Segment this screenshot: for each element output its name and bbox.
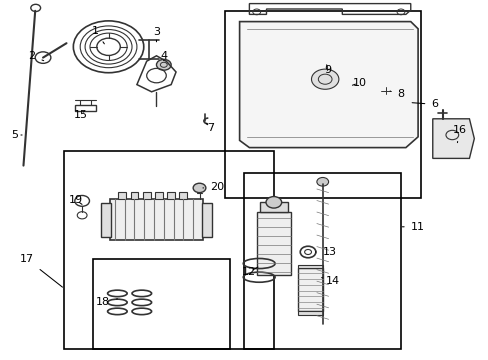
Bar	[130, 192, 138, 199]
Circle shape	[193, 183, 205, 193]
Text: 12: 12	[242, 267, 258, 277]
Text: 8: 8	[389, 89, 404, 99]
Bar	[244, 173, 400, 349]
Text: 6: 6	[411, 99, 438, 109]
Bar	[63, 151, 273, 349]
Text: 19: 19	[69, 195, 82, 205]
Bar	[118, 192, 126, 199]
Text: 5: 5	[11, 130, 22, 140]
Bar	[155, 192, 163, 199]
Text: 2: 2	[28, 51, 43, 61]
Bar	[202, 202, 211, 237]
Bar	[179, 192, 187, 199]
Bar	[224, 11, 420, 198]
Text: 20: 20	[203, 182, 224, 192]
Text: 1: 1	[92, 26, 104, 44]
Polygon shape	[239, 22, 417, 148]
Circle shape	[265, 197, 281, 208]
Text: 18: 18	[96, 297, 117, 307]
Text: 13: 13	[315, 247, 336, 257]
Bar	[298, 268, 322, 311]
Bar	[93, 259, 229, 349]
Text: 15: 15	[74, 110, 87, 120]
Text: 17: 17	[20, 254, 62, 287]
Text: 16: 16	[452, 125, 466, 143]
Text: 11: 11	[402, 222, 424, 232]
Circle shape	[156, 59, 171, 70]
Text: 4: 4	[160, 51, 167, 61]
Text: 9: 9	[324, 65, 330, 75]
Polygon shape	[432, 119, 473, 158]
Text: 3: 3	[153, 27, 160, 42]
Bar	[101, 202, 111, 237]
Text: 10: 10	[352, 78, 366, 88]
Bar	[167, 192, 175, 199]
Bar	[142, 192, 150, 199]
Text: 14: 14	[321, 276, 339, 286]
Circle shape	[316, 177, 328, 186]
Text: 7: 7	[206, 123, 213, 133]
Bar	[298, 265, 322, 268]
Bar	[260, 202, 287, 212]
Bar	[256, 212, 290, 275]
Circle shape	[311, 69, 338, 89]
Bar	[110, 199, 203, 240]
Bar	[298, 311, 322, 315]
